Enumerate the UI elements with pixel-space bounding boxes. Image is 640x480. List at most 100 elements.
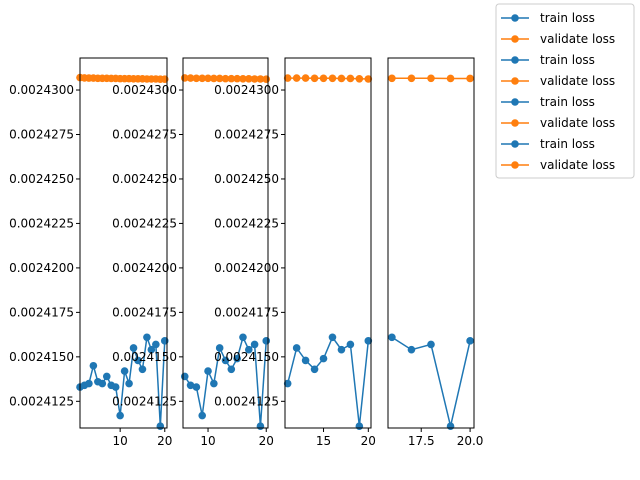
data-point — [239, 333, 247, 342]
legend-entry: train loss — [501, 137, 595, 151]
data-point — [292, 344, 301, 352]
data-point — [192, 383, 201, 391]
data-point — [466, 337, 474, 345]
data-point — [120, 367, 129, 375]
legend-label: train loss — [540, 137, 595, 151]
x-tick-label: 20 — [157, 434, 172, 448]
legend-marker — [511, 119, 519, 127]
y-tick-label: 0.0024250 — [9, 172, 74, 186]
legend-entry: validate loss — [501, 74, 615, 88]
data-point — [446, 422, 455, 431]
data-point — [186, 74, 195, 82]
data-point — [388, 74, 396, 83]
data-point — [227, 74, 236, 83]
legend-label: validate loss — [540, 32, 615, 46]
data-point — [364, 75, 373, 83]
data-point — [355, 75, 364, 83]
data-point — [210, 74, 218, 83]
axes-frame — [284, 57, 372, 429]
axes-frame — [182, 57, 269, 429]
y-tick-label: 0.0024300 — [9, 83, 74, 97]
data-point — [227, 365, 236, 374]
data-point — [319, 354, 328, 363]
data-point — [233, 354, 241, 363]
data-point — [407, 345, 416, 354]
data-point — [198, 74, 207, 83]
legend-box — [495, 3, 635, 179]
data-point — [427, 340, 435, 349]
legend-marker — [511, 140, 519, 148]
y-tick-label: 0.0024200 — [9, 261, 74, 275]
data-point — [210, 379, 218, 388]
data-point — [204, 367, 212, 375]
data-point — [198, 411, 207, 420]
subplot-3: 15 20 0.0024125 0.0024150 0.0024175 0.0024200… — [214, 57, 376, 448]
y-tick-label: 0.0024275 — [112, 127, 177, 141]
legend-entry: train loss — [501, 53, 595, 67]
legend-entry: validate loss — [501, 32, 615, 46]
data-point — [262, 337, 271, 345]
data-point — [89, 361, 98, 370]
axes-frame — [79, 57, 168, 429]
data-point — [319, 74, 328, 83]
legend-entry: train loss — [501, 95, 595, 109]
y-tick-label: 0.0024250 — [214, 172, 279, 186]
y-tick-label: 0.0024175 — [9, 305, 74, 319]
data-point — [407, 74, 416, 83]
series-line-train-loss — [391, 336, 471, 427]
legend-marker — [511, 35, 519, 43]
legend-entry: validate loss — [501, 158, 615, 172]
data-point — [346, 340, 355, 349]
y-tick-label: 0.0024200 — [214, 261, 279, 275]
data-point — [221, 74, 230, 83]
legend-label: validate loss — [540, 158, 615, 172]
data-point — [134, 356, 142, 365]
data-point — [355, 422, 364, 431]
legend-label: validate loss — [540, 116, 615, 130]
subplots: 10 20 0.0024125 0.0024150 0.0024175 0.0024200… — [9, 57, 484, 448]
legend-label: train loss — [540, 11, 595, 25]
x-tick-label: 20.0 — [457, 434, 484, 448]
y-tick-label: 0.0024250 — [112, 172, 177, 186]
y-tick-label: 0.0024125 — [9, 394, 74, 408]
data-point — [346, 74, 355, 83]
data-point — [125, 379, 133, 388]
y-tick-label: 0.0024200 — [112, 261, 177, 275]
data-point — [466, 74, 474, 83]
data-point — [301, 356, 310, 365]
data-point — [192, 74, 201, 83]
y-tick-label: 0.0024300 — [112, 83, 177, 97]
series-line-train-loss — [286, 335, 370, 427]
x-tick-label: 20 — [259, 434, 274, 448]
data-point — [310, 74, 319, 83]
data-point — [250, 340, 259, 349]
data-point — [239, 75, 247, 83]
data-point — [283, 379, 292, 388]
legend-label: validate loss — [540, 74, 615, 88]
data-point — [244, 75, 253, 83]
legend-marker — [511, 161, 519, 169]
y-tick-label: 0.0024175 — [214, 305, 279, 319]
legend: train loss validate loss train loss validat… — [495, 3, 635, 179]
y-tick-label: 0.0024300 — [214, 83, 279, 97]
data-point — [116, 411, 124, 420]
data-point — [102, 372, 111, 381]
data-point — [337, 74, 346, 83]
data-point — [215, 74, 224, 83]
legend-marker — [511, 98, 519, 106]
legend-label: train loss — [540, 95, 595, 109]
data-point — [233, 74, 241, 83]
data-point — [250, 75, 259, 83]
data-point — [328, 333, 337, 342]
data-point — [292, 74, 301, 82]
data-point — [204, 74, 212, 83]
data-point — [143, 333, 151, 342]
data-point — [85, 379, 93, 388]
y-tick-label: 0.0024150 — [214, 350, 279, 364]
data-point — [388, 333, 396, 342]
legend-entry: validate loss — [501, 116, 615, 130]
y-tick-label: 0.0024125 — [112, 394, 177, 408]
data-point — [221, 356, 230, 365]
data-point — [446, 74, 455, 83]
subplot-4: 17.5 20.0 — [387, 57, 484, 448]
